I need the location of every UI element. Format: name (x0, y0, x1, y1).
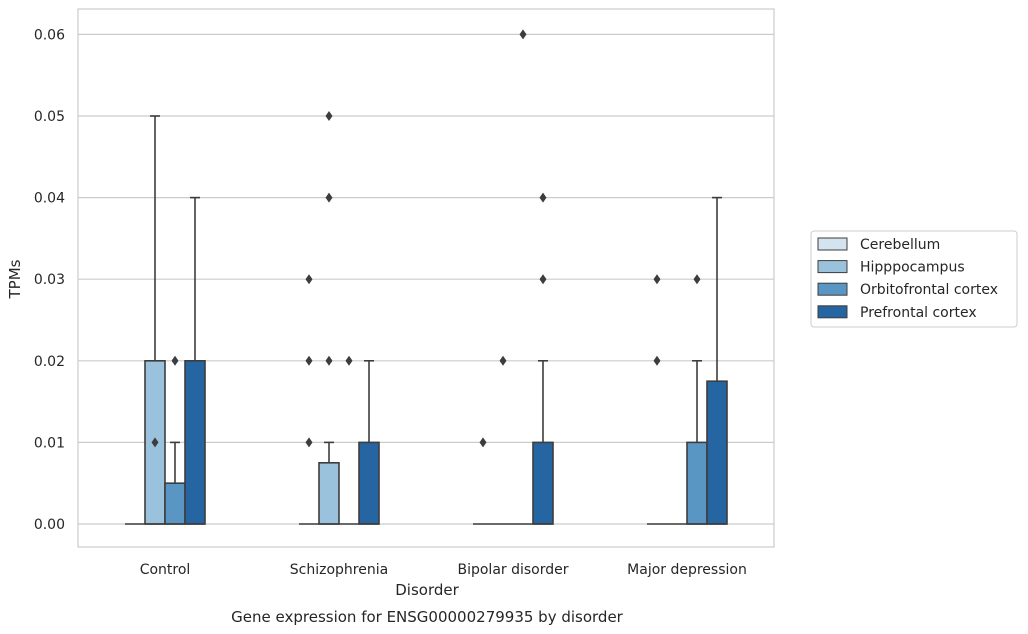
outlier-point (539, 192, 547, 203)
outlier-point (325, 111, 333, 121)
x-tick-label: Bipolar disorder (457, 562, 568, 578)
y-tick-label: 0.03 (34, 272, 65, 288)
outlier-point (305, 274, 313, 285)
x-tick-label: Schizophrenia (290, 562, 388, 578)
x-axis-ticks: Control Schizophrenia Bipolar disorder Majo… (140, 562, 747, 578)
outlier-point (499, 355, 507, 366)
legend-item: Cerebellum (817, 237, 940, 253)
y-tick-label: 0.01 (34, 435, 65, 451)
box-2-0 (164, 355, 186, 525)
outlier-point (653, 355, 661, 366)
y-tick-label: 0.04 (34, 191, 65, 207)
plot-frame (77, 8, 775, 548)
legend-label: Cerebellum (860, 237, 940, 253)
chart-caption: Gene expression for ENSG00000279935 by d… (231, 608, 624, 626)
legend-item: Hipppocampus (817, 260, 965, 276)
outlier-point (305, 355, 313, 366)
box-body (706, 380, 728, 525)
y-tick-label: 0.06 (34, 27, 65, 43)
x-axis-label: Disorder (395, 581, 459, 599)
box-body (532, 441, 554, 525)
legend-label: Prefrontal cortex (860, 305, 977, 321)
y-axis-label: TPMs (6, 259, 24, 299)
legend-swatch (817, 282, 848, 296)
box-3-2 (532, 192, 554, 525)
box-0-2 (473, 437, 493, 525)
box-1-2 (493, 355, 513, 525)
box-1-1 (318, 111, 340, 525)
legend: Cerebellum Hipppocampus Orbitofrontal cort… (810, 230, 1018, 328)
box-body (164, 482, 186, 525)
boxes (125, 29, 728, 525)
outlier-point (325, 355, 333, 366)
outlier-point (519, 29, 527, 40)
outlier-point (171, 355, 179, 366)
box-2-2 (513, 29, 533, 525)
y-tick-label: 0.02 (34, 354, 65, 370)
outlier-point (539, 274, 547, 285)
y-axis-ticks: 0.00 0.01 0.02 0.03 0.04 0.05 0.06 (34, 27, 65, 533)
box-3-0 (184, 196, 206, 525)
box-3-1 (358, 359, 380, 525)
x-tick-label: Major depression (627, 562, 747, 578)
box-2-1 (339, 355, 359, 525)
outlier-point (325, 192, 333, 203)
box-2-3 (686, 274, 708, 525)
outlier-point (479, 437, 487, 448)
legend-swatch (817, 305, 848, 319)
x-tick-label: Control (140, 562, 191, 578)
y-tick-label: 0.00 (34, 517, 65, 533)
outlier-point (151, 437, 159, 448)
gridlines (78, 33, 774, 525)
outlier-point (693, 274, 701, 285)
box-body (358, 441, 380, 525)
box-1-0 (144, 115, 166, 525)
legend-swatch (817, 237, 848, 251)
box-body (686, 441, 708, 525)
box-3-3 (706, 196, 728, 525)
legend-label: Hipppocampus (860, 260, 965, 276)
legend-frame (810, 230, 1018, 328)
legend-item: Prefrontal cortex (817, 305, 977, 321)
box-body (318, 461, 340, 525)
outlier-point (305, 437, 313, 448)
outlier-point (653, 274, 661, 285)
legend-swatch (817, 260, 848, 274)
outlier-point (345, 355, 353, 366)
y-tick-label: 0.05 (34, 109, 65, 125)
legend-label: Orbitofrontal cortex (860, 282, 998, 298)
legend-item: Orbitofrontal cortex (817, 282, 998, 298)
box-body (184, 359, 206, 525)
